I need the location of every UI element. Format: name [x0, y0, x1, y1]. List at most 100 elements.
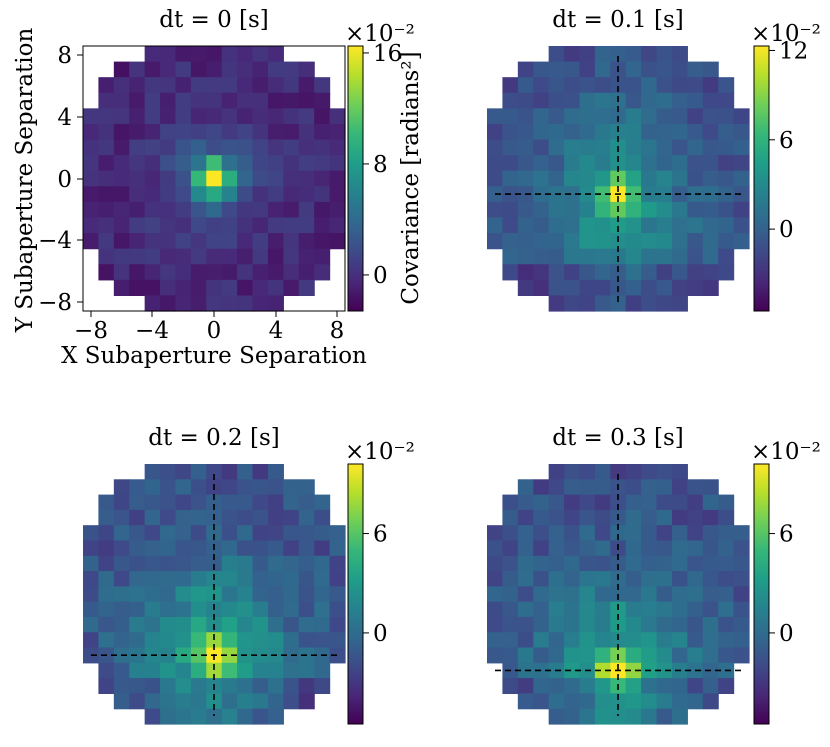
heatmap-cell [144, 494, 161, 511]
heatmap-cell [237, 525, 254, 542]
heatmap-cell [687, 139, 704, 156]
heatmap-cell [129, 693, 146, 710]
heatmap-cell [98, 155, 115, 172]
heatmap-cell [329, 186, 346, 203]
heatmap-cell [113, 601, 130, 618]
heatmap-cell [113, 248, 130, 265]
heatmap-cell [671, 678, 688, 695]
heatmap-cell [502, 525, 519, 542]
heatmap-cell [160, 201, 177, 219]
colorbar-tick-label: 0 [779, 621, 794, 647]
heatmap-cell [656, 586, 673, 603]
colorbar-multiplier: ×10⁻² [345, 21, 415, 47]
heatmap-cell [237, 279, 254, 297]
heatmap-cell [129, 616, 146, 633]
heatmap-cell [718, 233, 735, 250]
heatmap-cell [206, 139, 223, 156]
heatmap-cell [267, 509, 284, 526]
heatmap-cell [687, 540, 704, 557]
heatmap-cell [733, 632, 750, 649]
heatmap-cell [548, 279, 565, 297]
heatmap-cell [641, 279, 658, 297]
heatmap-cell [594, 647, 611, 664]
x-tick-label: 4 [269, 318, 284, 344]
heatmap-cell [641, 525, 658, 542]
heatmap-cell [487, 540, 504, 557]
heatmap-cells [487, 46, 750, 312]
heatmap-cell [83, 571, 100, 587]
heatmap-cell [718, 264, 735, 281]
heatmap-cell [579, 170, 596, 187]
heatmap-cell [610, 123, 627, 141]
heatmap-cell [487, 155, 504, 172]
heatmap-cell [564, 217, 581, 234]
heatmap-cell [548, 233, 565, 250]
crosshair [495, 56, 743, 303]
heatmap-cell [517, 479, 534, 496]
heatmap-cell [641, 555, 658, 572]
heatmap-cell [175, 279, 192, 297]
heatmap-cell [594, 92, 611, 109]
heatmap-cell [237, 139, 254, 156]
heatmap-cell [314, 555, 331, 572]
heatmap-cell [517, 170, 534, 187]
heatmap-cell [252, 279, 269, 297]
heatmap-cell [502, 555, 519, 572]
heatmap-cell [113, 693, 130, 710]
heatmap-cell [579, 139, 596, 156]
heatmap-cell [687, 555, 704, 572]
heatmap-cell [252, 264, 269, 281]
heatmap-cell [579, 92, 596, 109]
heatmap-cell [98, 77, 115, 94]
heatmap-cell [206, 662, 223, 679]
heatmap-cell [687, 61, 704, 78]
heatmap-cell [533, 201, 550, 219]
heatmap-cell [533, 233, 550, 250]
heatmap-cell [594, 201, 611, 219]
heatmap-cell [502, 616, 519, 633]
heatmap-cell [206, 92, 223, 109]
heatmap-cell [579, 678, 596, 695]
heatmap-cell [594, 708, 611, 725]
heatmap-cell [641, 540, 658, 557]
heatmap-cell [221, 555, 238, 572]
heatmap-cell [129, 77, 146, 94]
heatmap-cell [594, 217, 611, 234]
heatmap-cell [656, 92, 673, 109]
heatmap-cell [687, 632, 704, 649]
heatmap-cell [718, 616, 735, 633]
heatmap-cell [487, 170, 504, 187]
heatmap-cell [190, 139, 207, 156]
heatmap-cell [564, 139, 581, 156]
heatmap-cell [548, 693, 565, 710]
heatmap-cell [267, 479, 284, 496]
heatmap-cell [221, 525, 238, 542]
heatmap-cell [687, 92, 704, 109]
panel-title: dt = 0.3 [s] [552, 425, 684, 451]
heatmap-cell [502, 632, 519, 649]
heatmap-cell [533, 662, 550, 679]
heatmap-cell [98, 92, 115, 109]
heatmap-cell [298, 586, 315, 603]
heatmap-cell [641, 571, 658, 587]
y-axis: 8 4 0 −4 −8 Y Subaperture Separation [12, 28, 83, 333]
heatmap-cell [129, 571, 146, 587]
heatmap-cell [687, 123, 704, 141]
heatmap-cell [641, 77, 658, 94]
heatmap-cell [610, 632, 627, 649]
heatmap-cell [702, 155, 719, 172]
heatmap-cell [298, 540, 315, 557]
heatmap-cell [625, 77, 642, 94]
heatmap-cell [298, 479, 315, 496]
heatmap-cell [144, 662, 161, 679]
heatmap-cell [641, 248, 658, 265]
heatmap-cell [517, 647, 534, 664]
heatmap-cell [175, 186, 192, 203]
heatmap-cell [283, 678, 300, 695]
heatmap-cell [517, 248, 534, 265]
heatmap-cell [83, 139, 100, 156]
heatmap-cell [548, 555, 565, 572]
heatmap-cell [329, 571, 346, 587]
heatmap-cell [252, 601, 269, 618]
heatmap-cell [594, 632, 611, 649]
